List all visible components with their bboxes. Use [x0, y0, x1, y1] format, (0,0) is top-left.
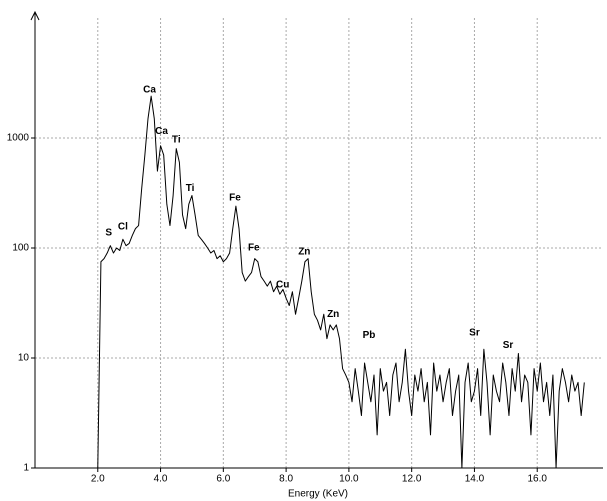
peak-label: Ca — [143, 84, 156, 95]
peak-label: Pb — [363, 330, 376, 341]
x-tick-label: 6.0 — [216, 474, 230, 485]
x-tick-label: 12.0 — [402, 474, 422, 485]
x-tick-label: 16.0 — [527, 474, 547, 485]
peak-label: Zn — [327, 309, 339, 320]
y-tick-label: 10 — [18, 353, 30, 364]
peak-label: Ca — [155, 126, 168, 137]
y-tick-label: 1000 — [7, 133, 30, 144]
spectrum-line — [97, 95, 585, 469]
y-axis-arrow — [30, 10, 40, 21]
peak-label: Sr — [469, 327, 480, 338]
peak-label: S — [105, 228, 112, 239]
peak-label: Fe — [229, 193, 241, 204]
peak-label: Ti — [172, 135, 181, 146]
x-axis-label: Energy (KeV) — [288, 489, 348, 500]
peak-label: Sr — [503, 340, 514, 351]
x-tick-label: 4.0 — [154, 474, 168, 485]
y-tick-label: 1 — [23, 463, 29, 474]
peak-label: Fe — [248, 243, 260, 254]
x-tick-label: 2.0 — [91, 474, 105, 485]
x-tick-label: 10.0 — [339, 474, 359, 485]
peak-label: Cu — [276, 280, 289, 291]
x-tick-label: 14.0 — [465, 474, 485, 485]
x-tick-label: 8.0 — [279, 474, 293, 485]
peak-label: Ti — [186, 183, 195, 194]
peak-label: Zn — [298, 247, 310, 258]
peak-label: Cl — [118, 222, 128, 233]
y-tick-label: 100 — [12, 243, 29, 254]
